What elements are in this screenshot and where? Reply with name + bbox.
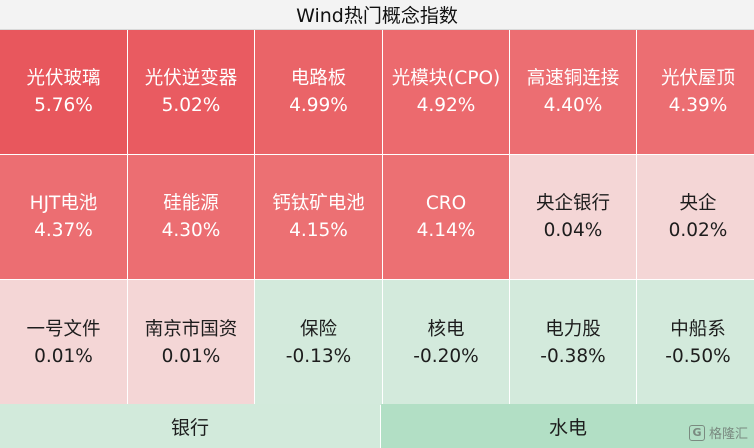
tile-name: 央企 <box>679 193 717 214</box>
heatmap-tile[interactable]: 电路板 4.99% <box>255 30 382 154</box>
tile-change: -0.38% <box>540 345 606 367</box>
heatmap-tile[interactable]: 核电 -0.20% <box>383 280 509 405</box>
gelonghui-logo-icon: G <box>688 424 705 441</box>
tile-name: 核电 <box>427 318 465 340</box>
tile-change: -0.13% <box>285 345 352 367</box>
tile-change: 4.40% <box>543 95 603 116</box>
heatmap-tile[interactable]: 硅能源 4.30% <box>128 155 254 279</box>
chart-title: Wind热门概念指数 <box>0 0 754 30</box>
tile-name: 高速铜连接 <box>526 68 620 89</box>
heatmap-tile[interactable]: 中船系 -0.50% <box>637 280 754 405</box>
tile-name: 光伏玻璃 <box>26 68 101 89</box>
heatmap-tile[interactable]: 光伏逆变器 5.02% <box>128 30 254 154</box>
heatmap-tile[interactable]: HJT电池 4.37% <box>0 155 127 279</box>
tile-change: 0.01% <box>161 345 221 367</box>
tile-name: 光模块(CPO) <box>391 68 501 89</box>
watermark-text: 格隆汇 <box>708 427 748 442</box>
heatmap-tile[interactable]: 光模块(CPO) 4.92% <box>383 30 509 154</box>
heatmap-grid: 光伏玻璃 5.76% 光伏逆变器 5.02% 电路板 4.99% 光模块(CPO) 4.92%… <box>0 30 754 405</box>
tile-name: 央企银行 <box>535 193 610 214</box>
tile-change: 4.14% <box>416 220 476 241</box>
tile-change: 5.76% <box>34 95 93 116</box>
heatmap-tile[interactable]: CRO 4.14% <box>383 155 509 279</box>
heatmap-bottom-row: 银行 水电 <box>0 404 754 448</box>
heatmap-tile[interactable]: 高速铜连接 4.40% <box>510 30 636 154</box>
tile-change: 4.37% <box>34 220 93 241</box>
tile-name: CRO <box>425 193 467 214</box>
tile-change: -0.50% <box>665 345 731 367</box>
heatmap-bottom-tile[interactable]: 银行 <box>0 404 380 448</box>
tile-change: 4.39% <box>668 95 728 116</box>
tile-change: 0.02% <box>668 220 728 241</box>
tile-change: 0.04% <box>543 220 603 241</box>
heatmap-tile[interactable]: 光伏玻璃 5.76% <box>0 30 127 154</box>
tile-name: 钙钛矿电池 <box>272 193 365 214</box>
tile-change: 4.30% <box>161 220 221 241</box>
tile-name: 南京市国资 <box>144 318 238 340</box>
watermark: G 格隆汇 <box>688 423 748 442</box>
heatmap-tile[interactable]: 钙钛矿电池 4.15% <box>255 155 382 279</box>
tile-change: -0.20% <box>413 345 479 367</box>
heatmap-tile[interactable]: 央企 0.02% <box>637 155 754 279</box>
heatmap-tile[interactable]: 一号文件 0.01% <box>0 280 127 405</box>
tile-name: 硅能源 <box>163 193 219 214</box>
tile-name: 中船系 <box>670 318 726 340</box>
tile-name: 电路板 <box>290 68 347 89</box>
tile-change: 4.92% <box>416 95 476 116</box>
tile-name: 光伏逆变器 <box>144 68 238 89</box>
tile-change: 4.99% <box>289 95 348 116</box>
heatmap-tile[interactable]: 南京市国资 0.01% <box>128 280 254 405</box>
heatmap-tile[interactable]: 电力股 -0.38% <box>510 280 636 405</box>
tile-change: 4.15% <box>289 220 348 241</box>
heatmap-tile[interactable]: 光伏屋顶 4.39% <box>637 30 754 154</box>
tile-change: 5.02% <box>161 95 221 116</box>
tile-name: 电力股 <box>545 318 601 340</box>
tile-change: 0.01% <box>34 345 93 367</box>
heatmap-tile[interactable]: 保险 -0.13% <box>255 280 382 405</box>
heatmap-tile[interactable]: 央企银行 0.04% <box>510 155 636 279</box>
tile-name: 保险 <box>299 318 337 340</box>
tile-name: HJT电池 <box>29 193 98 214</box>
tile-name: 一号文件 <box>26 318 101 340</box>
tile-name: 光伏屋顶 <box>660 68 735 89</box>
